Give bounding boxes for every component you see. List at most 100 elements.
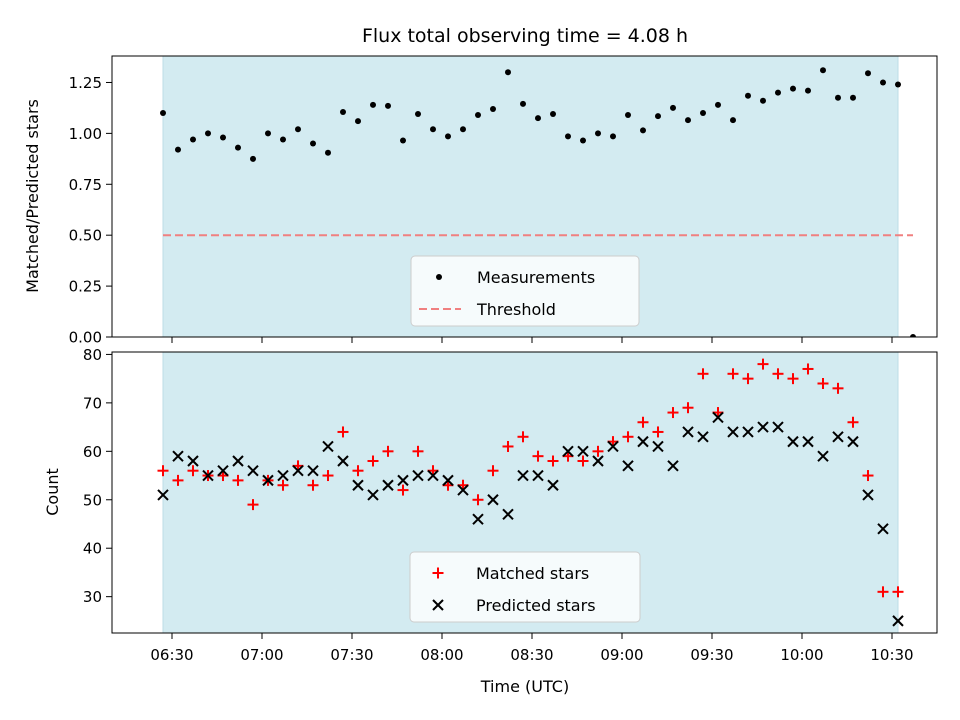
legend-label: Predicted stars: [476, 596, 596, 615]
predicted-stars-point: [742, 426, 754, 438]
predicted-stars-point: [637, 435, 649, 448]
matched-stars-point: [877, 586, 889, 598]
predicted-stars-point: [727, 426, 739, 438]
measurements-point: [235, 144, 241, 151]
predicted-stars-point: [487, 494, 499, 506]
legend-swatch: [432, 567, 444, 579]
predicted-stars-point: [877, 523, 889, 535]
matched-stars-point: [517, 431, 529, 443]
measurements-point: [265, 130, 271, 137]
matched-stars-point: [682, 402, 694, 414]
y-tick-label: 0.50: [69, 227, 102, 245]
measurements-point: [655, 113, 661, 120]
predicted-stars-point: [757, 421, 769, 433]
predicted-stars-point: [382, 479, 394, 491]
matched-stars-point: [487, 465, 499, 477]
matched-stars-point: [817, 377, 829, 389]
y-tick-label: 0.75: [69, 176, 102, 194]
matched-stars-point: [637, 416, 649, 428]
matched-stars-point: [172, 474, 184, 486]
measurements-point: [190, 136, 196, 143]
predicted-stars-point: [412, 469, 424, 482]
legend-box: [409, 551, 641, 623]
measurements-point: [325, 149, 331, 156]
measurements-point: [610, 133, 616, 140]
predicted-stars-point: [697, 431, 709, 443]
y-tick-label: 70: [83, 394, 102, 412]
measurements-point: [565, 133, 571, 140]
predicted-stars-point: [442, 474, 454, 487]
predicted-stars-point: [157, 489, 169, 501]
matched-stars-point: [697, 368, 709, 380]
measurements-point: [475, 112, 481, 119]
predicted-stars-point: [292, 464, 304, 477]
matched-stars-point: [787, 373, 799, 385]
measurements-point: [520, 100, 526, 107]
measurements-point: [505, 69, 511, 76]
measurements-point: [415, 111, 421, 118]
y-tick-label: 50: [83, 491, 102, 509]
measurements-point: [820, 67, 826, 74]
predicted-stars-point: [307, 464, 319, 477]
predicted-stars-point: [322, 440, 334, 453]
measurements-point: [175, 146, 181, 153]
x-tick-label: 08:30: [510, 646, 553, 664]
matched-stars-point: [352, 465, 364, 477]
matched-stars-point: [532, 450, 544, 462]
matched-stars-point: [727, 368, 739, 380]
measurements-point: [715, 101, 721, 108]
predicted-stars-point: [682, 426, 694, 438]
x-axis-label: Time (UTC): [480, 677, 569, 696]
measurements-point: [880, 79, 886, 86]
predicted-stars-point: [607, 440, 619, 453]
predicted-stars-point: [457, 484, 469, 496]
measurements-point: [685, 117, 691, 124]
matched-stars-point: [397, 484, 409, 496]
count-y-axis-label: Count: [43, 468, 62, 516]
ratio-y-axis-label: Matched/Predicted stars: [23, 99, 42, 293]
legend-label: Threshold: [476, 300, 556, 319]
matched-stars-point: [337, 426, 349, 438]
x-tick-label: 06:30: [150, 646, 193, 664]
measurements-point: [400, 137, 406, 144]
measurements-point: [205, 130, 211, 137]
x-tick-label: 10:30: [870, 646, 913, 664]
measurements-point: [445, 133, 451, 140]
measurements-point: [700, 110, 706, 117]
matched-stars-point: [367, 455, 379, 467]
predicted-stars-point: [187, 455, 199, 467]
predicted-stars-point: [592, 455, 604, 467]
measurements-point: [295, 126, 301, 133]
legend: Measurements Threshold: [410, 255, 640, 327]
y-tick-label: 1.00: [69, 125, 102, 143]
matched-stars-point: [502, 440, 514, 452]
measurements-point: [790, 85, 796, 92]
predicted-stars-point: [367, 489, 379, 501]
axes-frame: [111, 55, 938, 338]
legend-label: Matched stars: [476, 564, 589, 583]
measurements-point: [730, 117, 736, 124]
matched-stars-point: [592, 445, 604, 457]
legend-box: [410, 255, 640, 327]
predicted-stars-point: [247, 464, 259, 477]
matched-stars-point: [322, 470, 334, 482]
matched-stars-point: [847, 416, 859, 428]
count-panel: 30 40 50 60 70 80 06:30 07:00 07:30 08:00 08:30 09:…: [83, 346, 938, 664]
measurements-point: [850, 94, 856, 101]
predicted-stars-point: [847, 435, 859, 448]
predicted-stars-point: [652, 440, 664, 453]
y-tick-label: 40: [83, 540, 102, 558]
legend-label: Measurements: [477, 268, 595, 287]
measurements-point: [220, 134, 226, 141]
matched-stars-point: [892, 586, 904, 598]
measurements-point: [550, 111, 556, 118]
matched-stars-point: [772, 368, 784, 380]
predicted-stars-point: [577, 445, 589, 458]
measurements-point: [895, 81, 901, 88]
x-tick-label: 10:00: [780, 646, 823, 664]
matched-stars-point: [157, 465, 169, 477]
matched-stars-point: [472, 494, 484, 506]
measurements-point: [835, 94, 841, 101]
x-tick-label: 07:30: [330, 646, 373, 664]
